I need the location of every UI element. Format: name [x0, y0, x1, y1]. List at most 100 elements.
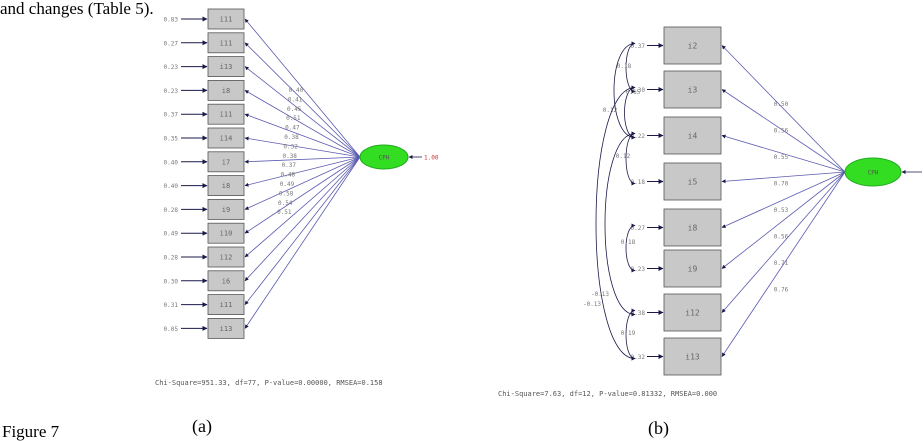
panel-b-error-value-4: 0.18 — [631, 179, 646, 186]
panel-b-loading-value-7: 0.71 — [774, 260, 789, 267]
panel-b-covariance-value-4: 0.12 — [616, 153, 631, 160]
panel-b-covariance-arc-5 — [625, 223, 636, 273]
panel-a-loading-value-12: 0.58 — [279, 190, 294, 197]
panel-a-path-12 — [244, 156, 361, 282]
panel-b-error-value-1: 0.37 — [631, 43, 646, 50]
panel-b-covariance-value-7: -0.13 — [583, 301, 601, 308]
header-text: and changes (Table 5). — [0, 0, 154, 18]
panel-b-path-1 — [721, 45, 846, 173]
panel-a-indicator-label-3: i13 — [220, 63, 233, 71]
panel-a-indicator-box-12 — [207, 270, 245, 292]
panel-a-error-value-2: 0.27 — [164, 40, 179, 47]
panel-b-indicator-label-1: i2 — [688, 42, 698, 51]
panel-b-covariance-arc-7 — [595, 85, 636, 361]
panel-a-latent-ellipse — [359, 144, 409, 170]
panel-a-path-13 — [244, 156, 361, 305]
panel-a-loading-value-2: 0.41 — [288, 96, 303, 103]
panel-a-path-diagram: i11 0.83 0.40 i11 0.27 0.41 i13 0.23 0.45 i8 0.23 0… — [164, 8, 439, 339]
panel-a-indicator-box-6 — [207, 127, 245, 149]
panel-b-indicator-box-6 — [663, 249, 722, 288]
panel-a-indicator-label-8: i8 — [222, 182, 230, 190]
panel-a-error-value-10: 0.49 — [164, 231, 179, 238]
panel-a-indicator-box-8 — [207, 175, 245, 197]
panel-b-indicator-box-3 — [663, 116, 722, 155]
panel-a-loading-value-6: 0.38 — [284, 134, 299, 141]
panel-a-indicator-label-1: i11 — [220, 16, 233, 24]
panel-a-error-value-12: 0.30 — [164, 278, 179, 285]
panel-a-indicator-box-9 — [207, 198, 245, 220]
panel-b-loading-value-2: 0.56 — [774, 128, 789, 135]
panel-a-indicator-label-10: i10 — [220, 230, 233, 238]
panel-b-path-7 — [721, 171, 846, 313]
panel-a-path-11 — [244, 156, 361, 258]
panel-a-error-value-5: 0.37 — [164, 112, 179, 119]
panel-a-error-value-14: 0.05 — [164, 326, 179, 333]
panel-a-indicator-label-11: i12 — [220, 254, 233, 262]
panel-a-indicator-box-14 — [207, 317, 245, 339]
panel-b-indicator-box-2 — [663, 70, 722, 109]
panel-b-indicator-box-5 — [663, 208, 722, 247]
panel-b-loading-value-3: 0.55 — [774, 154, 789, 161]
panel-b-error-value-2: 0.30 — [631, 87, 646, 94]
panel-a-error-value-1: 0.83 — [164, 17, 179, 24]
panel-b-error-value-8: 0.32 — [631, 354, 646, 361]
panel-b-loading-value-4: 0.70 — [774, 181, 789, 188]
panel-a-loading-value-3: 0.45 — [287, 106, 302, 113]
panel-a-loading-value-5: 0.47 — [285, 125, 300, 132]
panel-a-indicator-label-12: i6 — [222, 277, 230, 285]
panel-a-path-4 — [244, 90, 361, 158]
panel-b-loading-value-5: 0.53 — [774, 207, 789, 214]
panel-b-covariance-value-8: 0.19 — [621, 330, 636, 337]
panel-a-latent-variance: 1.00 — [424, 155, 439, 162]
panel-b-path-6 — [721, 171, 846, 269]
panel-b-error-value-3: 0.22 — [631, 133, 646, 140]
panel-a-indicator-box-4 — [207, 80, 245, 101]
panel-a-path-5 — [244, 113, 361, 158]
panel-b-indicator-label-5: i8 — [688, 224, 698, 233]
panel-a-path-3 — [244, 66, 361, 158]
panel-a-path-9 — [244, 156, 361, 210]
panel-a-loading-value-1: 0.40 — [289, 87, 304, 94]
panel-b-loading-value-8: 0.76 — [774, 287, 789, 294]
panel-a-error-value-9: 0.28 — [164, 207, 179, 214]
panel-a-path-10 — [244, 156, 361, 234]
panel-a-path-8 — [244, 156, 361, 187]
panel-b-error-value-6: 0.23 — [631, 266, 646, 273]
panel-b-path-5 — [721, 171, 846, 228]
panel-a-error-value-11: 0.28 — [164, 255, 179, 262]
panel-b-indicator-label-8: i13 — [685, 353, 700, 362]
panel-a-indicator-label-7: i7 — [222, 158, 230, 166]
panel-a-indicator-label-14: i13 — [220, 325, 233, 333]
panel-b-indicator-label-2: i3 — [688, 86, 698, 95]
panel-a-indicator-box-11 — [207, 246, 245, 268]
panel-b-covariance-arc-8 — [625, 308, 636, 361]
panel-a-loading-value-14: 0.51 — [277, 209, 292, 216]
panel-b-latent-label: CPH — [868, 170, 879, 177]
panel-a-fit-text: Chi-Square=951.33, df=77, P-value=0.0000… — [155, 379, 383, 387]
panel-a-indicator-box-2 — [207, 32, 245, 54]
panel-a-path-1 — [244, 18, 361, 158]
panel-b-indicator-label-7: i12 — [685, 309, 700, 318]
panel-a-error-value-6: 0.35 — [164, 136, 179, 143]
panel-a-indicator-box-10 — [207, 222, 245, 244]
panel-a-loading-value-7: 0.32 — [283, 143, 298, 150]
panel-b-indicator-box-1 — [663, 26, 722, 65]
panel-b-path-8 — [721, 171, 846, 357]
panel-a-error-value-13: 0.31 — [164, 302, 179, 309]
panel-a-path-2 — [244, 42, 361, 158]
panel-a-path-14 — [244, 156, 361, 329]
panel-a-indicator-label-2: i11 — [220, 39, 233, 47]
panel-b-path-diagram: i2 0.37 0.50 i3 0.30 0.56 i4 0.22 0.55 i5 0.18 0.70… — [583, 26, 922, 376]
panel-a-loading-value-8: 0.38 — [282, 153, 297, 160]
panel-a-indicator-box-3 — [207, 56, 245, 77]
panel-b-path-2 — [721, 89, 846, 173]
panel-b-latent-ellipse — [844, 157, 902, 187]
panel-a-error-value-4: 0.23 — [164, 88, 179, 95]
panel-b-error-value-5: 0.27 — [631, 225, 646, 232]
panel-b-covariance-value-1: 0.18 — [617, 63, 632, 70]
panel-a-loading-value-10: 0.48 — [281, 172, 296, 179]
panel-a-loading-value-9: 0.37 — [282, 162, 297, 169]
panel-b-covariance-arc-2 — [613, 41, 636, 140]
panel-a-label: (a) — [192, 416, 212, 437]
